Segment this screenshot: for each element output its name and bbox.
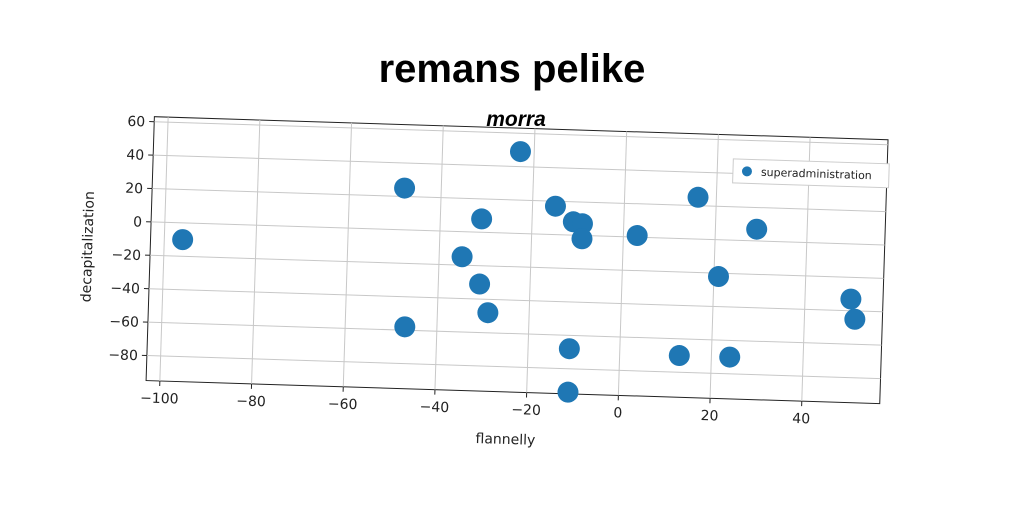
- data-point: [394, 177, 416, 199]
- y-tick-label: 60: [127, 114, 145, 131]
- y-gridline: [146, 355, 881, 380]
- x-gridline: [526, 128, 536, 393]
- y-tick-label: −40: [110, 281, 140, 298]
- legend-box: [732, 158, 890, 189]
- data-point: [558, 338, 580, 360]
- data-point: [571, 228, 593, 250]
- x-gridline: [251, 119, 261, 384]
- legend: superadministration: [732, 158, 890, 189]
- data-point: [844, 308, 866, 330]
- data-point: [746, 218, 768, 240]
- x-gridline: [709, 134, 719, 399]
- y-gridline: [151, 221, 885, 246]
- data-point: [469, 273, 491, 295]
- y-gridline: [154, 121, 888, 146]
- y-axis-label: decapitalization: [79, 191, 98, 303]
- x-tick-label: 40: [792, 411, 810, 428]
- x-tick-label: −100: [140, 390, 179, 407]
- data-point: [668, 345, 690, 367]
- legend-label: superadministration: [761, 166, 872, 182]
- x-tick-label: −80: [236, 393, 266, 410]
- data-point: [687, 186, 709, 208]
- data-point: [172, 229, 194, 251]
- y-gridline: [150, 254, 884, 279]
- x-gridline: [159, 117, 169, 382]
- data-point: [509, 141, 531, 163]
- y-tick-label: −80: [108, 347, 138, 364]
- data-point: [451, 246, 473, 268]
- y-tick-label: 20: [125, 181, 143, 198]
- grid: [146, 117, 888, 402]
- data-point: [557, 381, 579, 403]
- plot-area: −100 −80 −60 −40 −20 0 20 40 60 40 20 0 −20 −40 −60 −80…: [79, 114, 890, 449]
- data-point: [571, 213, 593, 235]
- x-tick-label: 20: [700, 408, 718, 425]
- data-point: [394, 316, 416, 338]
- data-point: [707, 266, 729, 288]
- y-gridline: [152, 188, 886, 213]
- y-tick-label: 0: [133, 214, 142, 230]
- x-tick-label: 0: [613, 405, 622, 421]
- data-point: [477, 302, 499, 324]
- chart-subtitle: morra: [486, 108, 546, 131]
- data-points: [172, 141, 866, 403]
- data-point: [719, 346, 741, 368]
- x-tick-label: −40: [419, 399, 449, 416]
- x-gridline: [617, 131, 628, 396]
- axis-ticks: −100 −80 −60 −40 −20 0 20 40 60 40 20 0 −20 −40 −60 −80: [108, 114, 810, 428]
- data-point: [840, 288, 862, 310]
- x-axis-label: flannelly: [475, 431, 535, 449]
- x-gridline: [434, 125, 444, 390]
- x-tick-label: −20: [511, 402, 541, 419]
- y-tick-label: −20: [111, 247, 141, 264]
- chart-title: remans pelike: [379, 47, 646, 91]
- data-point: [626, 225, 648, 247]
- y-gridline: [148, 288, 883, 313]
- data-point: [544, 195, 566, 217]
- y-gridline: [147, 321, 882, 346]
- x-tick-label: −60: [328, 396, 358, 413]
- legend-marker: [741, 166, 752, 177]
- data-point: [471, 208, 493, 230]
- y-tick-label: −60: [109, 314, 139, 331]
- y-tick-label: 40: [126, 147, 144, 164]
- x-gridline: [342, 122, 353, 387]
